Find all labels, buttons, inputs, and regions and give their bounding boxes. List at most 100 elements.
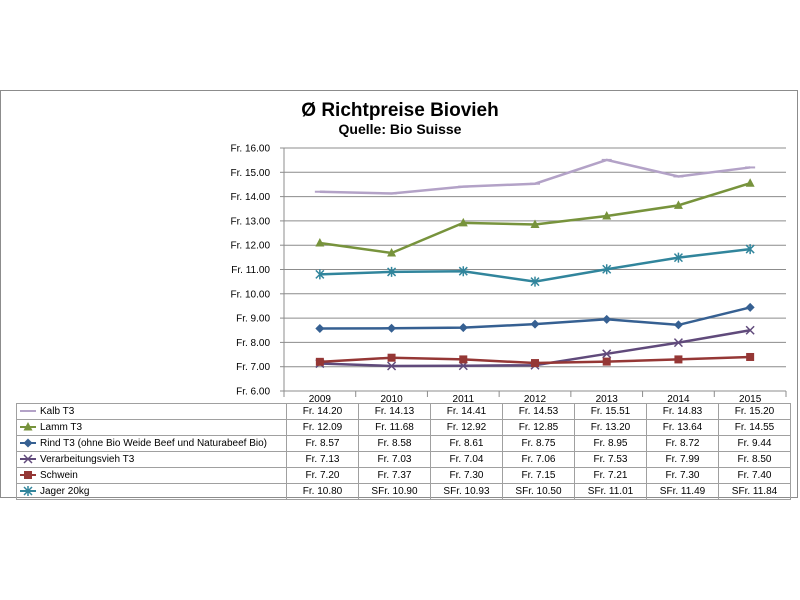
data-cell: Fr. 10.80 bbox=[286, 483, 359, 500]
series-2 bbox=[315, 302, 755, 334]
data-cell: Fr. 7.21 bbox=[574, 467, 647, 484]
y-tick-label: Fr. 10.00 bbox=[231, 289, 271, 300]
series-marker bbox=[23, 486, 33, 497]
series-label-cell: Kalb T3 bbox=[16, 403, 287, 420]
y-tick-label: Fr. 7.00 bbox=[236, 362, 270, 373]
x-tick-label: 2014 bbox=[667, 394, 690, 405]
series-name: Verarbeitungsvieh T3 bbox=[40, 453, 135, 465]
legend-icon bbox=[20, 438, 36, 448]
series-name: Kalb T3 bbox=[40, 405, 75, 417]
data-cell: Fr. 7.37 bbox=[358, 467, 431, 484]
data-cell: Fr. 7.04 bbox=[430, 451, 503, 468]
series-marker bbox=[530, 319, 540, 329]
series-label-cell: Jager 20kg bbox=[16, 483, 287, 500]
series-marker bbox=[746, 352, 755, 361]
data-cell: SFr. 11.01 bbox=[574, 483, 647, 500]
series-marker bbox=[23, 454, 33, 464]
chart-title: Ø Richtpreise Biovieh bbox=[301, 100, 499, 121]
series-marker bbox=[674, 355, 683, 364]
data-cell: SFr. 10.90 bbox=[358, 483, 431, 500]
series-marker bbox=[673, 252, 683, 263]
series-marker bbox=[745, 244, 755, 255]
data-cell: Fr. 14.83 bbox=[646, 403, 719, 420]
series-marker bbox=[459, 355, 468, 364]
data-table: Kalb T3 Fr. 14.20 Fr. 14.13 Fr. 14.41 Fr. 14… bbox=[16, 403, 791, 500]
series-0 bbox=[314, 158, 756, 195]
data-cell: Fr. 8.50 bbox=[718, 451, 791, 468]
x-tick-label: 2011 bbox=[453, 394, 475, 405]
series-marker bbox=[23, 422, 33, 431]
legend-icon bbox=[20, 486, 36, 497]
series-marker bbox=[387, 353, 396, 362]
legend-icon bbox=[20, 422, 36, 431]
table-row: Schwein Fr. 7.20 Fr. 7.37 Fr. 7.30 Fr. 7.15 F… bbox=[16, 467, 791, 484]
series-marker bbox=[530, 219, 540, 229]
series-marker bbox=[530, 276, 540, 287]
data-cell: Fr. 8.72 bbox=[646, 435, 719, 452]
data-cell: Fr. 14.20 bbox=[286, 403, 359, 420]
series-marker bbox=[23, 438, 33, 448]
series-marker bbox=[602, 349, 612, 359]
series-marker bbox=[24, 471, 32, 480]
series-line bbox=[319, 158, 751, 195]
x-tick-label: 2013 bbox=[596, 394, 619, 405]
series-marker bbox=[458, 217, 468, 227]
series-marker bbox=[602, 314, 612, 324]
legend-icon bbox=[20, 471, 36, 480]
series-1 bbox=[315, 178, 755, 257]
data-cell: SFr. 10.50 bbox=[502, 483, 575, 500]
data-cell: Fr. 11.68 bbox=[358, 419, 431, 436]
table-row: Verarbeitungsvieh T3 Fr. 7.13 Fr. 7.03 Fr. … bbox=[16, 451, 791, 468]
series-marker bbox=[458, 323, 468, 333]
series-marker bbox=[387, 247, 397, 257]
data-cell: Fr. 13.64 bbox=[646, 419, 719, 436]
y-tick-label: Fr. 14.00 bbox=[231, 192, 271, 203]
series-marker bbox=[315, 269, 325, 280]
data-cell: Fr. 7.99 bbox=[646, 451, 719, 468]
series-marker bbox=[673, 338, 683, 348]
x-tick-label: 2015 bbox=[739, 394, 762, 405]
series-name: Jager 20kg bbox=[40, 485, 90, 497]
y-tick-label: Fr. 8.00 bbox=[236, 338, 270, 349]
data-cell: Fr. 15.20 bbox=[718, 403, 791, 420]
series-4 bbox=[315, 352, 755, 368]
data-cell: Fr. 13.20 bbox=[574, 419, 647, 436]
data-cell: Fr. 8.95 bbox=[574, 435, 647, 452]
data-cell: Fr. 7.15 bbox=[502, 467, 575, 484]
table-row: Lamm T3 Fr. 12.09 Fr. 11.68 Fr. 12.92 Fr. 12… bbox=[16, 419, 791, 436]
data-cell: Fr. 14.55 bbox=[718, 419, 791, 436]
data-cell: Fr. 12.92 bbox=[430, 419, 503, 436]
data-cell: Fr. 7.13 bbox=[286, 451, 359, 468]
data-cell: Fr. 8.57 bbox=[286, 435, 359, 452]
series-marker bbox=[387, 361, 397, 371]
x-tick-label: 2012 bbox=[524, 394, 547, 405]
y-tick-label: Fr. 12.00 bbox=[231, 241, 271, 252]
y-tick-label: Fr. 13.00 bbox=[231, 216, 271, 227]
data-cell: Fr. 7.30 bbox=[646, 467, 719, 484]
y-tick-label: Fr. 16.00 bbox=[231, 144, 271, 155]
series-marker bbox=[387, 266, 397, 277]
data-cell: Fr. 8.61 bbox=[430, 435, 503, 452]
series-marker bbox=[602, 211, 612, 220]
data-cell: SFr. 11.49 bbox=[646, 483, 719, 500]
data-cell: SFr. 10.93 bbox=[430, 483, 503, 500]
y-tick-label: Fr. 6.00 bbox=[236, 387, 270, 398]
series-label-cell: Schwein bbox=[16, 467, 287, 484]
series-marker bbox=[315, 357, 324, 366]
y-tick-label: Fr. 15.00 bbox=[231, 168, 271, 179]
table-row: Kalb T3 Fr. 14.20 Fr. 14.13 Fr. 14.41 Fr. 14… bbox=[16, 403, 791, 420]
series-marker bbox=[387, 323, 397, 333]
data-cell: Fr. 14.41 bbox=[430, 403, 503, 420]
series-marker bbox=[745, 325, 755, 335]
series-label-cell: Rind T3 (ohne Bio Weide Beef und Naturab… bbox=[16, 435, 287, 452]
legend-icon bbox=[20, 410, 36, 413]
x-tick-label: 2010 bbox=[380, 394, 403, 405]
data-cell: Fr. 7.53 bbox=[574, 451, 647, 468]
data-cell: Fr. 15.51 bbox=[574, 403, 647, 420]
series-marker bbox=[745, 302, 755, 312]
data-cell: Fr. 8.58 bbox=[358, 435, 431, 452]
series-marker bbox=[315, 238, 325, 247]
series-marker bbox=[458, 266, 468, 277]
series-marker bbox=[531, 359, 539, 368]
